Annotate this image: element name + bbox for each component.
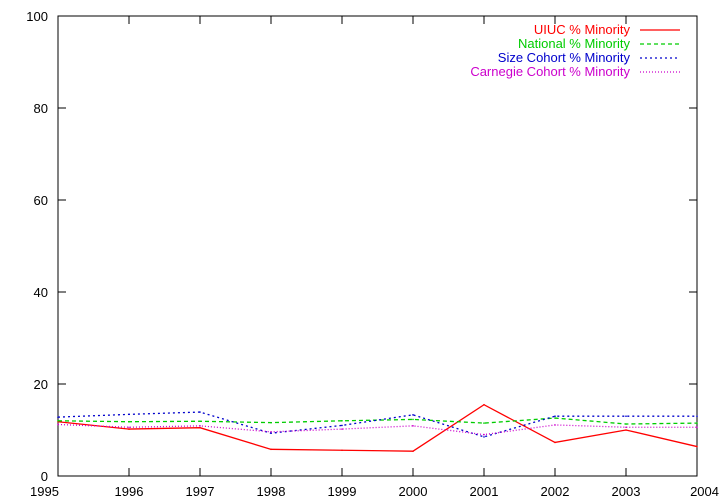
axis-ticks: 0 20 40 60 80 100 1995 1996 1997 1998 1999 2000 2001…: [26, 9, 719, 499]
x-tick-label: 2002: [541, 484, 570, 499]
data-point: [625, 423, 627, 425]
data-point: [341, 428, 343, 430]
data-point: [128, 426, 130, 429]
legend-label: National % Minority: [518, 36, 630, 51]
data-point: [696, 415, 698, 418]
data-point: [625, 426, 627, 429]
data-point: [128, 413, 130, 416]
data-point: [270, 431, 272, 433]
series-lines: [57, 403, 698, 452]
x-tick-label: 1998: [257, 484, 286, 499]
x-tick-label: 2001: [470, 484, 499, 499]
data-point: [412, 450, 414, 452]
data-point: [554, 417, 556, 419]
data-point: [57, 423, 59, 426]
data-point: [483, 436, 485, 438]
data-point: [696, 426, 698, 429]
x-tick-label: 1999: [328, 484, 357, 499]
data-point: [128, 420, 130, 423]
data-point: [128, 428, 130, 430]
data-point: [199, 411, 201, 413]
data-point: [483, 403, 485, 406]
series-line-1: [57, 403, 698, 452]
y-tick-label: 60: [34, 193, 48, 208]
data-point: [270, 432, 272, 435]
data-point: [625, 429, 627, 431]
data-point: [341, 420, 343, 422]
x-tick-label: 1996: [115, 484, 144, 499]
series-line-2: [57, 417, 698, 425]
data-point: [483, 422, 485, 424]
data-point: [412, 414, 414, 416]
data-point: [412, 425, 414, 427]
legend-label: Carnegie Cohort % Minority: [470, 64, 630, 79]
data-point: [57, 416, 59, 418]
x-tick-label: 1995: [30, 484, 59, 499]
data-point: [554, 424, 556, 426]
data-point: [696, 422, 698, 424]
y-tick-label: 20: [34, 377, 48, 392]
y-tick-label: 40: [34, 285, 48, 300]
x-tick-label: 1997: [186, 484, 215, 499]
y-tick-label: 100: [26, 9, 48, 24]
data-point: [270, 421, 272, 424]
x-tick-label: 2000: [399, 484, 428, 499]
series-line-4: [57, 423, 697, 436]
x-tick-label: 2004: [690, 484, 719, 499]
data-point: [554, 441, 556, 444]
y-tick-label: 0: [41, 469, 48, 484]
data-point: [341, 449, 343, 452]
data-point: [625, 415, 627, 418]
series-line-3: [57, 411, 697, 438]
legend-label: UIUC % Minority: [534, 22, 631, 37]
plot-frame: [57, 15, 698, 477]
data-point: [554, 415, 556, 418]
data-point: [199, 425, 201, 427]
data-point: [341, 424, 343, 427]
legend-label: Size Cohort % Minority: [498, 50, 631, 65]
data-point: [696, 445, 698, 448]
data-point: [199, 426, 201, 429]
data-point: [483, 433, 485, 436]
data-point: [199, 420, 201, 423]
data-point: [412, 418, 414, 421]
x-tick-label: 2003: [612, 484, 641, 499]
data-point: [270, 448, 272, 451]
y-tick-label: 80: [34, 101, 48, 116]
data-point: [57, 420, 59, 422]
